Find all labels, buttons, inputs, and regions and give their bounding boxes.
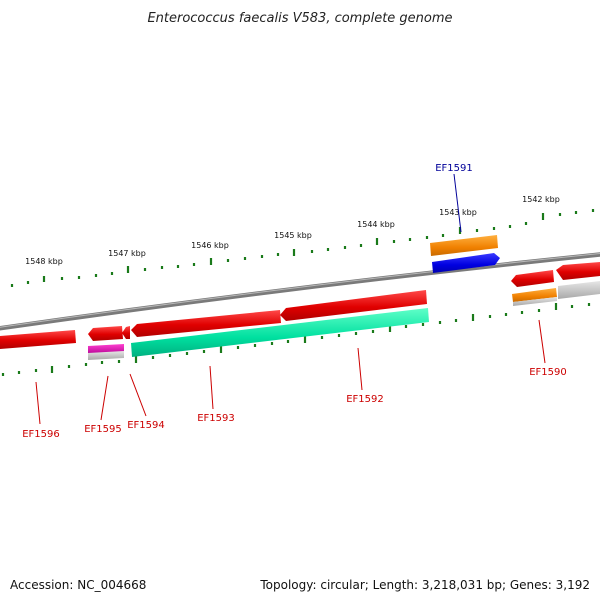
map-title: Enterococcus faecalis V583, complete gen… xyxy=(147,11,452,26)
gene-label-EF1590[interactable]: EF1590 xyxy=(529,367,567,378)
leader-EF1596 xyxy=(35,381,41,425)
gene-feature-grey-right[interactable] xyxy=(558,281,600,299)
gene-feature-orange-small[interactable] xyxy=(512,288,557,302)
lower-scale-ticks xyxy=(1,303,591,376)
scale-labels: 1548 kbp 1547 kbp 1546 kbp 1545 kbp 1544… xyxy=(25,195,560,266)
gene-feature-EF1590[interactable] xyxy=(511,270,554,287)
leader-EF1590 xyxy=(538,319,546,364)
gene-feature-EF1593[interactable] xyxy=(131,310,281,337)
leader-EF1593 xyxy=(209,365,214,410)
gene-label-EF1591[interactable]: EF1591 xyxy=(435,163,473,174)
accession-text: Accession: NC_004668 xyxy=(10,578,147,592)
leader-EF1595 xyxy=(100,375,109,421)
scale-label-1548: 1548 kbp xyxy=(25,257,63,266)
gene-feature-EF1596[interactable] xyxy=(0,330,76,349)
scale-label-1547: 1547 kbp xyxy=(108,249,146,258)
gene-feature-EF1592[interactable] xyxy=(280,290,427,321)
gene-feature-green[interactable] xyxy=(131,308,429,357)
gene-label-EF1594[interactable]: EF1594 xyxy=(127,420,165,431)
scale-label-1544: 1544 kbp xyxy=(357,220,395,229)
topology-text: Topology: circular; Length: 3,218,031 bp… xyxy=(260,578,590,592)
gene-labels: EF1591 EF1590 EF1596 EF1595 EF1594 EF159… xyxy=(22,163,567,440)
genome-backbone xyxy=(0,252,600,331)
scale-label-1545: 1545 kbp xyxy=(274,231,312,240)
scale-label-1542: 1542 kbp xyxy=(522,195,560,204)
leader-EF1594 xyxy=(129,373,147,417)
gene-feature-EF1595[interactable] xyxy=(88,326,123,341)
label-leaders xyxy=(35,173,546,425)
gene-feature-right-edge[interactable] xyxy=(556,262,600,280)
leader-EF1592 xyxy=(357,347,363,391)
gene-label-EF1592[interactable]: EF1592 xyxy=(346,394,384,405)
scale-label-1543: 1543 kbp xyxy=(439,208,477,217)
genome-backbone-highlight xyxy=(0,253,600,328)
gene-feature-orange-top[interactable] xyxy=(430,235,498,256)
gene-feature-EF1591[interactable] xyxy=(432,253,500,273)
gene-label-EF1595[interactable]: EF1595 xyxy=(84,424,122,435)
gene-feature-grey-small[interactable] xyxy=(513,297,557,306)
gene-label-EF1593[interactable]: EF1593 xyxy=(197,413,235,424)
upper-scale-ticks xyxy=(10,209,595,287)
gene-feature-grey-ef1595[interactable] xyxy=(88,351,124,360)
gene-feature-EF1594[interactable] xyxy=(122,326,130,339)
leader-EF1591 xyxy=(453,173,462,233)
scale-label-1546: 1546 kbp xyxy=(191,241,229,250)
gene-label-EF1596[interactable]: EF1596 xyxy=(22,429,60,440)
